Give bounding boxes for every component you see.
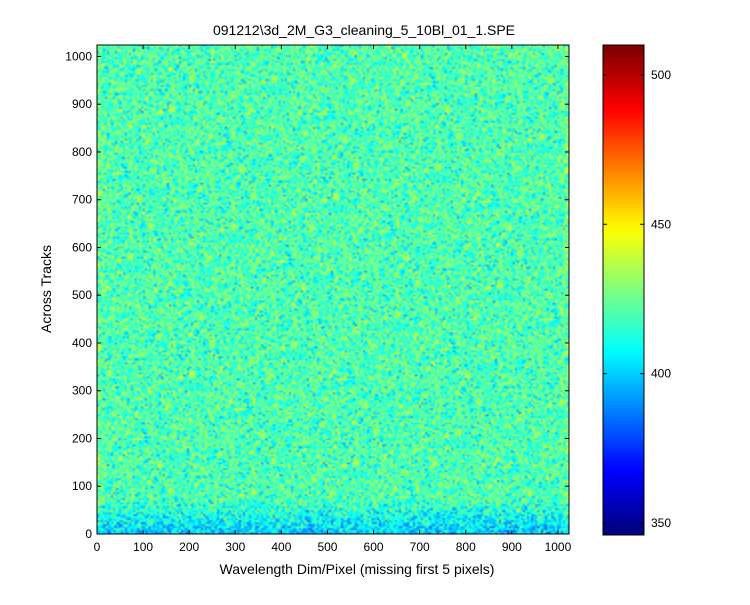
y-tick-label: 400 (72, 336, 92, 350)
chart-title: 091212\3d_2M_G3_cleaning_5_10Bl_01_1.SPE (213, 22, 515, 38)
y-tick-label: 500 (72, 288, 92, 302)
x-tick-label: 600 (364, 540, 384, 554)
x-axis: 0 100 200 300 400 500 600 700 800 900 1000 (94, 45, 572, 554)
y-axis-label: Across Tracks (38, 245, 54, 333)
x-tick-label: 800 (456, 540, 476, 554)
colorbar: 350 400 450 500 (602, 44, 671, 536)
x-tick-label: 200 (179, 540, 199, 554)
y-tick-label: 600 (72, 240, 92, 254)
colorbar-tick-label: 400 (651, 367, 671, 381)
colorbar-frame (602, 44, 645, 536)
colorbar-tick-label: 450 (651, 217, 671, 231)
colorbar-gradient (603, 45, 644, 535)
x-tick-label: 100 (133, 540, 153, 554)
colorbar-tick-label: 500 (651, 68, 671, 82)
y-tick-label: 700 (72, 193, 92, 207)
plot-area (96, 44, 570, 535)
x-tick-label: 0 (94, 540, 101, 554)
y-tick-label: 300 (72, 384, 92, 398)
x-tick-label: 500 (317, 540, 337, 554)
x-axis-label: Wavelength Dim/Pixel (missing first 5 pi… (220, 561, 495, 577)
y-axis: 0 100 200 300 400 500 600 700 800 900 1000 (65, 49, 569, 541)
x-tick-label: 400 (271, 540, 291, 554)
y-tick-label: 0 (85, 527, 92, 541)
y-tick-label: 100 (72, 479, 92, 493)
colorbar-tick-label: 350 (651, 516, 671, 530)
y-tick-label: 200 (72, 431, 92, 445)
x-tick-label: 1000 (545, 540, 572, 554)
x-tick-label: 300 (225, 540, 245, 554)
y-tick-label: 1000 (65, 49, 92, 63)
x-tick-label: 900 (502, 540, 522, 554)
heatmap-image (97, 45, 569, 534)
colorbar-ticks: 350 400 450 500 (603, 68, 671, 530)
y-tick-label: 900 (72, 97, 92, 111)
plot-frame (96, 44, 570, 535)
x-tick-label: 700 (410, 540, 430, 554)
y-tick-label: 800 (72, 145, 92, 159)
